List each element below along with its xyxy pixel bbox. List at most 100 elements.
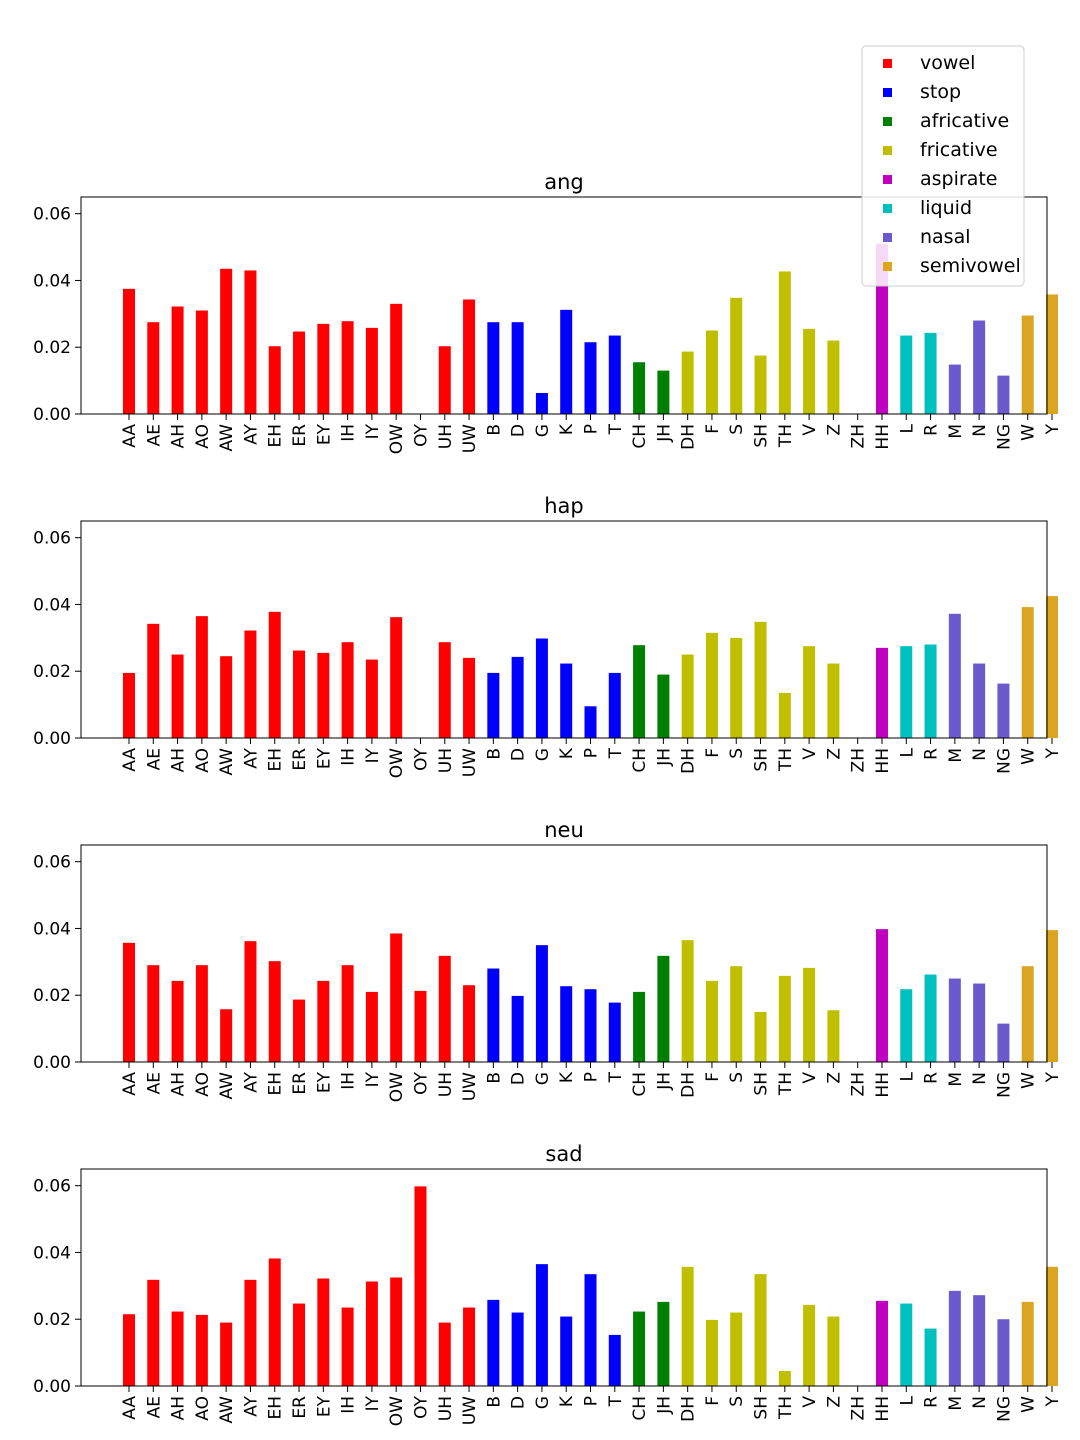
bar-ang-G [535, 392, 548, 414]
bar-sad-IH [341, 1307, 354, 1386]
legend-swatch-semivowel [883, 262, 892, 271]
x-tick-label-K: K [557, 747, 577, 759]
bar-sad-OY [414, 1186, 427, 1386]
bar-sad-TH [778, 1370, 791, 1386]
bar-hap-V [803, 646, 816, 738]
x-tick-label-M: M [946, 748, 966, 763]
bar-sad-P [584, 1274, 597, 1386]
y-tick-label: 0.04 [33, 595, 71, 615]
bar-neu-L [900, 989, 913, 1062]
bar-neu-Z [827, 1010, 840, 1062]
bar-hap-Y [1046, 596, 1058, 738]
x-tick-label-DH: DH [679, 1072, 699, 1098]
x-tick-label-W: W [1019, 748, 1039, 765]
bar-neu-JH [657, 955, 670, 1062]
bar-neu-AW [220, 1009, 233, 1062]
x-tick-label-B: B [484, 1072, 504, 1084]
bar-ang-EH [268, 346, 281, 414]
x-tick-label-S: S [727, 424, 747, 435]
y-tick-label: 0.02 [33, 662, 71, 682]
bar-hap-B [487, 672, 500, 738]
y-tick-label: 0.02 [33, 1310, 71, 1330]
x-tick-label-IH: IH [339, 748, 359, 766]
bar-sad-ER [293, 1303, 306, 1386]
x-tick-label-L: L [897, 1395, 917, 1405]
x-tick-label-IH: IH [339, 1072, 359, 1090]
x-tick-label-HH: HH [873, 1072, 893, 1098]
bar-neu-NG [997, 1023, 1010, 1062]
x-tick-label-AH: AH [169, 424, 189, 448]
bar-neu-Y [1046, 930, 1058, 1062]
x-tick-label-OY: OY [411, 1395, 431, 1418]
x-tick-label-AW: AW [217, 1396, 237, 1424]
bar-neu-HH [875, 929, 888, 1062]
bar-ang-P [584, 342, 597, 414]
panel-sad: sad 0.00 0.02 0.04 0.06 AA AE AH AO AW AY EH ER EY IH I… [33, 1142, 1063, 1426]
legend-label-semivowel: semivowel [920, 255, 1021, 277]
bar-sad-Z [827, 1316, 840, 1386]
x-tick-label-UW: UW [460, 424, 480, 453]
bar-ang-AW [220, 268, 233, 414]
bar-sad-HH [875, 1300, 888, 1386]
x-tick-label-OW: OW [387, 748, 407, 778]
x-tick-label-R: R [922, 1396, 942, 1408]
bar-ang-JH [657, 370, 670, 414]
x-tick-label-Y: Y [1043, 1071, 1063, 1083]
bar-hap-L [900, 646, 913, 738]
y-tick-label: 0.06 [33, 205, 71, 225]
bar-sad-L [900, 1303, 913, 1386]
bar-hap-AA [123, 672, 135, 738]
x-tick-label-IH: IH [339, 424, 359, 442]
bar-hap-W [1021, 607, 1034, 738]
plot-frame [80, 844, 1048, 1063]
x-tick-label-NG: NG [994, 748, 1014, 774]
bar-ang-T [608, 335, 621, 414]
panel-title: neu [544, 818, 584, 842]
legend-swatch-fricative [883, 146, 892, 155]
y-tick-label: 0.02 [33, 338, 71, 358]
x-tick-label-D: D [509, 1396, 529, 1409]
bar-sad-T [608, 1334, 621, 1386]
legend-swatch-liquid [883, 204, 892, 213]
bar-ang-AE [147, 322, 160, 414]
panel-title: sad [545, 1142, 582, 1166]
x-tick-label-JH: JH [654, 424, 674, 443]
x-tick-label-UH: UH [436, 424, 456, 449]
bar-ang-AA [123, 288, 135, 414]
bar-hap-N [973, 663, 986, 738]
x-tick-label-G: G [533, 748, 553, 761]
x-tick-label-IY: IY [363, 1071, 383, 1087]
bar-ang-K [560, 309, 573, 414]
x-tick-label-V: V [800, 1072, 820, 1084]
legend-swatch-stop [883, 88, 892, 97]
x-tick-label-AO: AO [193, 424, 213, 449]
bar-ang-OW [390, 303, 403, 414]
bar-sad-UW [463, 1307, 476, 1386]
bar-sad-EH [268, 1258, 281, 1386]
x-tick-label-S: S [727, 1072, 747, 1083]
bar-hap-OW [390, 617, 403, 738]
x-tick-label-G: G [533, 424, 553, 437]
bar-neu-N [973, 983, 986, 1062]
x-tick-label-EY: EY [314, 747, 334, 769]
legend-label-aspirate: aspirate [920, 168, 997, 190]
x-tick-label-AY: AY [241, 423, 261, 444]
legend-label-vowel: vowel [920, 52, 975, 74]
x-tick-label-N: N [970, 1072, 990, 1085]
bar-ang-AH [171, 306, 184, 414]
x-tick-label-EH: EH [266, 748, 286, 772]
x-tick-label-F: F [703, 1396, 723, 1406]
bar-neu-DH [681, 940, 694, 1062]
x-tick-label-L: L [897, 747, 917, 757]
bar-neu-K [560, 986, 573, 1062]
x-tick-label-Z: Z [824, 424, 844, 436]
x-tick-label-OW: OW [387, 424, 407, 454]
x-tick-label-JH: JH [654, 1072, 674, 1091]
bar-ang-EY [317, 323, 330, 414]
bar-neu-V [803, 967, 816, 1062]
bar-sad-CH [633, 1311, 646, 1386]
bar-neu-UH [438, 955, 451, 1062]
bar-hap-IY [365, 659, 378, 738]
bar-sad-Y [1046, 1266, 1058, 1386]
bar-neu-AA [123, 942, 135, 1062]
